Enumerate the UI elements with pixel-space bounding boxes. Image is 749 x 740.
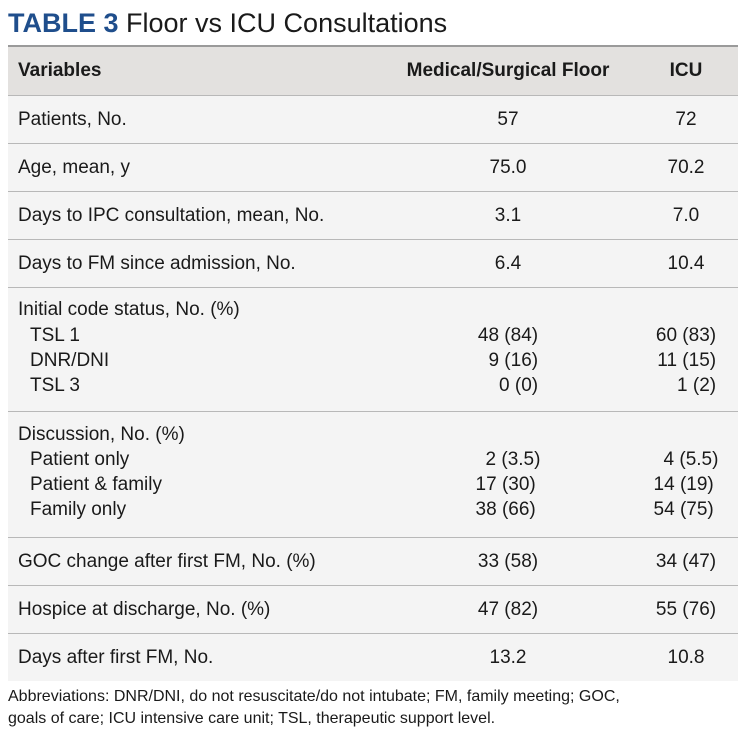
icu-value: 10.4 bbox=[667, 253, 705, 274]
floor-value: 38 (66) bbox=[475, 499, 536, 520]
footnote-line: Abbreviations: DNR/DNI, do not resuscita… bbox=[8, 688, 620, 705]
icu-value: 10.8 bbox=[667, 647, 705, 668]
sub-label: DNR/DNI bbox=[30, 350, 110, 371]
floor-value: 17 (30) bbox=[475, 474, 536, 495]
floor-value: 2 (3.5) bbox=[485, 449, 541, 470]
icu-value: 4 (5.5) bbox=[663, 449, 719, 470]
icu-value: 7.0 bbox=[672, 205, 700, 226]
table-row: Days to FM since admission, No. 6.4 10.4 bbox=[8, 239, 738, 287]
icu-value: 14 (19) bbox=[653, 474, 714, 495]
icu-value: 34 (47) bbox=[655, 551, 717, 572]
table-row: GOC change after first FM, No. (%) 33 (5… bbox=[8, 537, 738, 585]
table-row: Days after first FM, No. 13.2 10.8 bbox=[8, 633, 738, 682]
table-row: Patients, No. 57 72 bbox=[8, 95, 738, 143]
data-table: Variables Medical/Surgical Floor ICU Pat… bbox=[8, 45, 738, 681]
icu-value: 11 (15) bbox=[657, 350, 717, 371]
table-row: Age, mean, y 75.0 70.2 bbox=[8, 143, 738, 191]
header-icu: ICU bbox=[669, 60, 703, 81]
icu-value: 72 bbox=[675, 109, 697, 130]
sub-labels: TSL 1 DNR/DNI TSL 3 bbox=[30, 323, 109, 398]
floor-value: 13.2 bbox=[489, 647, 527, 668]
sub-labels: Patient only Patient & family Family onl… bbox=[30, 447, 162, 522]
icu-values: 4 (5.5) 14 (19) 54 (75) bbox=[654, 447, 719, 522]
row-label: Age, mean, y bbox=[18, 157, 130, 178]
header-variables: Variables bbox=[18, 60, 102, 81]
row-label: Hospice at discharge, No. (%) bbox=[18, 599, 271, 620]
floor-values: 2 (3.5) 17 (30) 38 (66) bbox=[476, 447, 541, 522]
table-title: TABLE 3 Floor vs ICU Consultations bbox=[8, 6, 447, 40]
floor-value: 9 (16) bbox=[488, 350, 539, 371]
sub-label: Patient only bbox=[30, 449, 130, 470]
row-label: Days to IPC consultation, mean, No. bbox=[18, 205, 325, 226]
table-row: Days to IPC consultation, mean, No. 3.1 … bbox=[8, 191, 738, 239]
table-row: Hospice at discharge, No. (%) 47 (82) 55… bbox=[8, 585, 738, 633]
floor-value: 0 (0) bbox=[499, 375, 539, 396]
icu-value: 70.2 bbox=[667, 157, 705, 178]
icu-values: 60 (83) 11 (15) 1 (2) bbox=[656, 323, 716, 398]
sub-label: Patient & family bbox=[30, 474, 162, 495]
icu-value: 60 (83) bbox=[655, 325, 717, 346]
code-status-group: Initial code status, No. (%) TSL 1 DNR/D… bbox=[8, 287, 738, 411]
table-number: TABLE 3 bbox=[8, 8, 119, 38]
discussion-group: Discussion, No. (%) Patient only Patient… bbox=[8, 411, 738, 537]
footnote-line: goals of care; ICU intensive care unit; … bbox=[8, 710, 496, 727]
icu-value: 54 (75) bbox=[653, 499, 714, 520]
sub-label: Family only bbox=[30, 499, 127, 520]
floor-value: 48 (84) bbox=[477, 325, 539, 346]
row-label: Patients, No. bbox=[18, 109, 127, 130]
group-label: Discussion, No. (%) bbox=[18, 424, 185, 445]
header-floor: Medical/Surgical Floor bbox=[406, 60, 610, 81]
floor-value: 3.1 bbox=[494, 205, 522, 226]
table-header: Variables Medical/Surgical Floor ICU bbox=[8, 47, 738, 95]
row-label: GOC change after first FM, No. (%) bbox=[18, 551, 316, 572]
icu-value: 55 (76) bbox=[655, 599, 717, 620]
group-label: Initial code status, No. (%) bbox=[18, 299, 240, 320]
icu-value: 1 (2) bbox=[677, 375, 717, 396]
table-footnote: Abbreviations: DNR/DNI, do not resuscita… bbox=[8, 686, 738, 730]
sub-label: TSL 1 bbox=[30, 325, 80, 346]
row-label: Days after first FM, No. bbox=[18, 647, 214, 668]
sub-label: TSL 3 bbox=[30, 375, 80, 396]
floor-value: 33 (58) bbox=[477, 551, 539, 572]
floor-value: 57 bbox=[497, 109, 519, 130]
floor-values: 48 (84) 9 (16) 0 (0) bbox=[478, 323, 538, 398]
floor-value: 75.0 bbox=[489, 157, 527, 178]
row-label: Days to FM since admission, No. bbox=[18, 253, 296, 274]
floor-value: 47 (82) bbox=[477, 599, 539, 620]
floor-value: 6.4 bbox=[494, 253, 522, 274]
table-caption: Floor vs ICU Consultations bbox=[126, 8, 448, 38]
